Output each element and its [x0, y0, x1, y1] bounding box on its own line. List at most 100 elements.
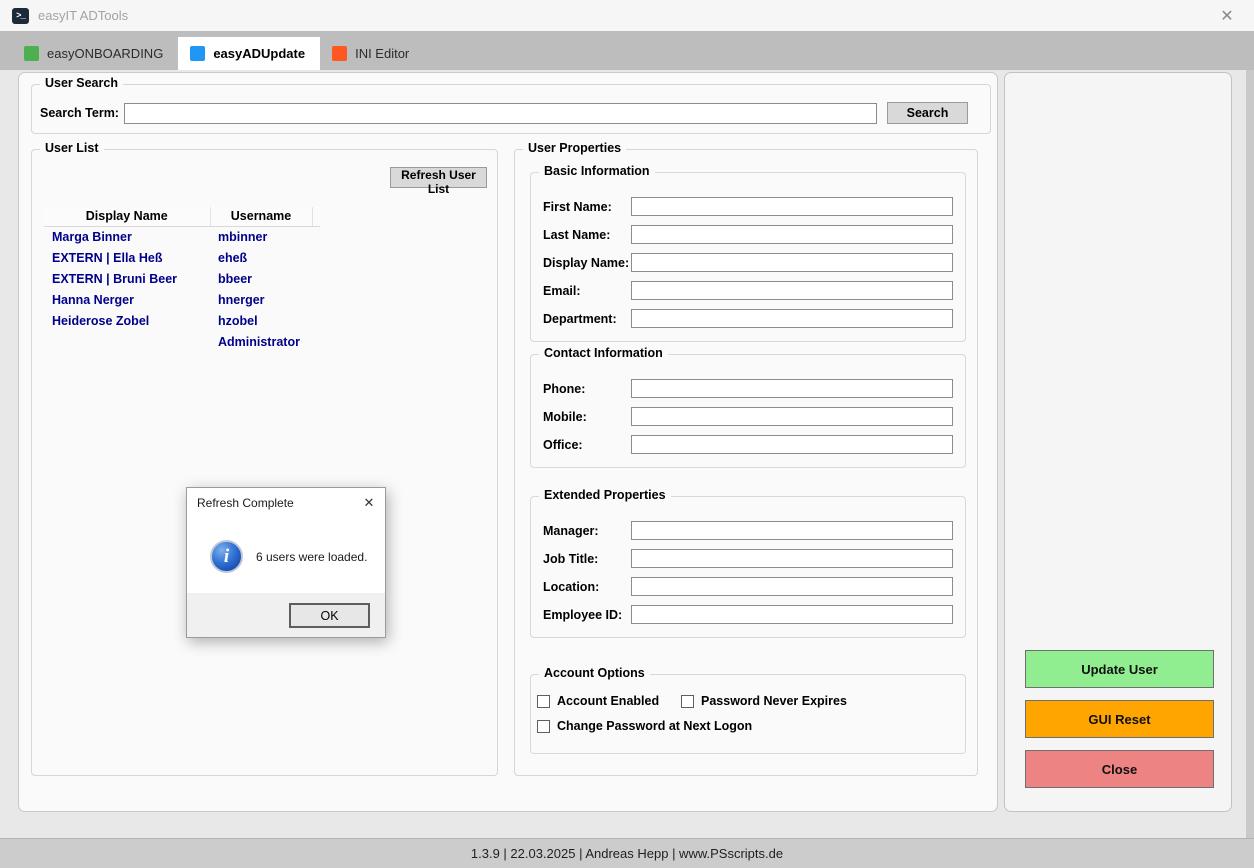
basic-information-title: Basic Information: [539, 164, 655, 178]
department-label: Department:: [543, 311, 617, 326]
contact-information-group: Contact Information Phone: Mobile: Offic…: [530, 346, 966, 468]
easyadupdate-tab-icon: [190, 46, 206, 61]
basic-information-group: Basic Information First Name: Last Name:…: [530, 164, 966, 342]
mobile-label: Mobile:: [543, 409, 587, 424]
checkbox-icon[interactable]: [537, 719, 550, 733]
cell-username[interactable]: hnerger: [218, 292, 265, 307]
password-never-expires-label: Password Never Expires: [701, 694, 847, 708]
cell-display-name[interactable]: Marga Binner: [52, 229, 132, 244]
contact-information-title: Contact Information: [539, 346, 668, 360]
tab-strip: easyONBOARDING easyADUpdate INI Editor: [0, 31, 1254, 70]
close-button[interactable]: Close: [1025, 750, 1214, 788]
scrollbar[interactable]: [1246, 70, 1254, 838]
cell-username[interactable]: hzobel: [218, 313, 258, 328]
info-icon: i: [210, 540, 243, 573]
tab-label: easyONBOARDING: [47, 46, 164, 61]
job-title-field[interactable]: [631, 549, 953, 568]
first-name-label: First Name:: [543, 199, 612, 214]
account-options-group: Account Options Account Enabled Password…: [530, 666, 966, 754]
cell-username[interactable]: mbinner: [218, 229, 268, 244]
office-label: Office:: [543, 437, 583, 452]
search-button[interactable]: Search: [887, 102, 968, 124]
table-row[interactable]: Hanna Nerger hnerger: [44, 289, 320, 310]
table-row[interactable]: Administrator: [44, 331, 320, 352]
user-table: Display Name Username Marga Binner mbinn…: [44, 207, 320, 352]
column-header-display-name[interactable]: Display Name: [44, 207, 211, 227]
location-label: Location:: [543, 579, 600, 594]
cell-username[interactable]: bbeer: [218, 271, 253, 286]
display-name-field[interactable]: [631, 253, 953, 272]
table-row[interactable]: Marga Binner mbinner: [44, 226, 320, 247]
department-field[interactable]: [631, 309, 953, 328]
table-row[interactable]: EXTERN | Ella Heß eheß: [44, 247, 320, 268]
ok-button[interactable]: OK: [289, 603, 370, 628]
account-enabled-label: Account Enabled: [557, 694, 660, 708]
user-properties-group-title: User Properties: [523, 141, 627, 155]
user-search-group: User Search Search Term: Search: [31, 76, 991, 134]
main-content-panel: User Search Search Term: Search User Lis…: [18, 72, 998, 812]
checkbox-icon[interactable]: [681, 694, 694, 708]
refresh-complete-dialog: Refresh Complete ✕ i 6 users were loaded…: [186, 487, 386, 638]
manager-label: Manager:: [543, 523, 599, 538]
password-never-expires-checkbox[interactable]: Password Never Expires: [681, 694, 847, 708]
action-side-panel: Update User GUI Reset Close: [1004, 72, 1232, 812]
cell-display-name[interactable]: EXTERN | Ella Heß: [52, 250, 163, 265]
extended-properties-group: Extended Properties Manager: Job Title: …: [530, 488, 966, 638]
update-user-button[interactable]: Update User: [1025, 650, 1214, 688]
change-password-next-logon-label: Change Password at Next Logon: [557, 719, 753, 733]
employee-id-label: Employee ID:: [543, 607, 623, 622]
phone-label: Phone:: [543, 381, 586, 396]
account-enabled-checkbox[interactable]: Account Enabled: [537, 694, 681, 708]
employee-id-field[interactable]: [631, 605, 953, 624]
user-list-group-title: User List: [40, 141, 104, 155]
mobile-field[interactable]: [631, 407, 953, 426]
dialog-title-bar: Refresh Complete ✕: [187, 488, 385, 518]
last-name-label: Last Name:: [543, 227, 611, 242]
checkbox-icon[interactable]: [537, 694, 550, 708]
email-field[interactable]: [631, 281, 953, 300]
first-name-field[interactable]: [631, 197, 953, 216]
column-header-username[interactable]: Username: [210, 207, 313, 227]
refresh-user-list-button[interactable]: Refresh User List: [390, 167, 487, 196]
cell-display-name[interactable]: EXTERN | Bruni Beer: [52, 271, 178, 286]
cell-display-name[interactable]: Hanna Nerger: [52, 292, 134, 307]
cell-display-name[interactable]: Heiderose Zobel: [52, 313, 150, 328]
tab-label: INI Editor: [355, 46, 410, 61]
office-field[interactable]: [631, 435, 953, 454]
manager-field[interactable]: [631, 521, 953, 540]
tab-label: easyADUpdate: [213, 46, 306, 61]
search-input[interactable]: [124, 102, 877, 124]
extended-properties-title: Extended Properties: [539, 488, 671, 502]
tab-easyadupdate[interactable]: easyADUpdate: [178, 37, 321, 70]
cell-username[interactable]: eheß: [218, 250, 248, 265]
easyonboarding-tab-icon: [24, 46, 39, 61]
dialog-close-icon[interactable]: ✕: [363, 495, 375, 510]
job-title-label: Job Title:: [543, 551, 599, 566]
email-label: Email:: [543, 283, 581, 298]
tab-ini-editor[interactable]: INI Editor: [320, 37, 424, 70]
last-name-field[interactable]: [631, 225, 953, 244]
phone-field[interactable]: [631, 379, 953, 398]
change-password-next-logon-checkbox[interactable]: Change Password at Next Logon: [537, 719, 752, 733]
gui-reset-button[interactable]: GUI Reset: [1025, 700, 1214, 738]
window-close-icon[interactable]: ✕: [1220, 7, 1234, 25]
table-row[interactable]: Heiderose Zobel hzobel: [44, 310, 320, 331]
table-row[interactable]: EXTERN | Bruni Beer bbeer: [44, 268, 320, 289]
dialog-title: Refresh Complete: [197, 496, 294, 510]
cell-username[interactable]: Administrator: [218, 334, 300, 349]
user-search-group-title: User Search: [40, 76, 123, 90]
powershell-app-icon: >_: [12, 7, 29, 24]
column-header-empty: [312, 207, 320, 227]
footer-bar: 1.3.9 | 22.03.2025 | Andreas Hepp | www.…: [0, 838, 1254, 868]
ini-editor-tab-icon: [332, 46, 348, 61]
dialog-message: 6 users were loaded.: [256, 549, 368, 564]
tab-easyonboarding[interactable]: easyONBOARDING: [12, 37, 178, 70]
cell-display-name[interactable]: [44, 331, 210, 352]
title-bar: >_ easyIT ADTools ✕: [0, 0, 1254, 31]
user-list-group: User List Refresh User List Display Name…: [31, 141, 498, 776]
location-field[interactable]: [631, 577, 953, 596]
dialog-body: i 6 users were loaded.: [187, 518, 385, 595]
search-term-label: Search Term:: [40, 106, 119, 120]
display-name-label: Display Name:: [543, 255, 630, 270]
